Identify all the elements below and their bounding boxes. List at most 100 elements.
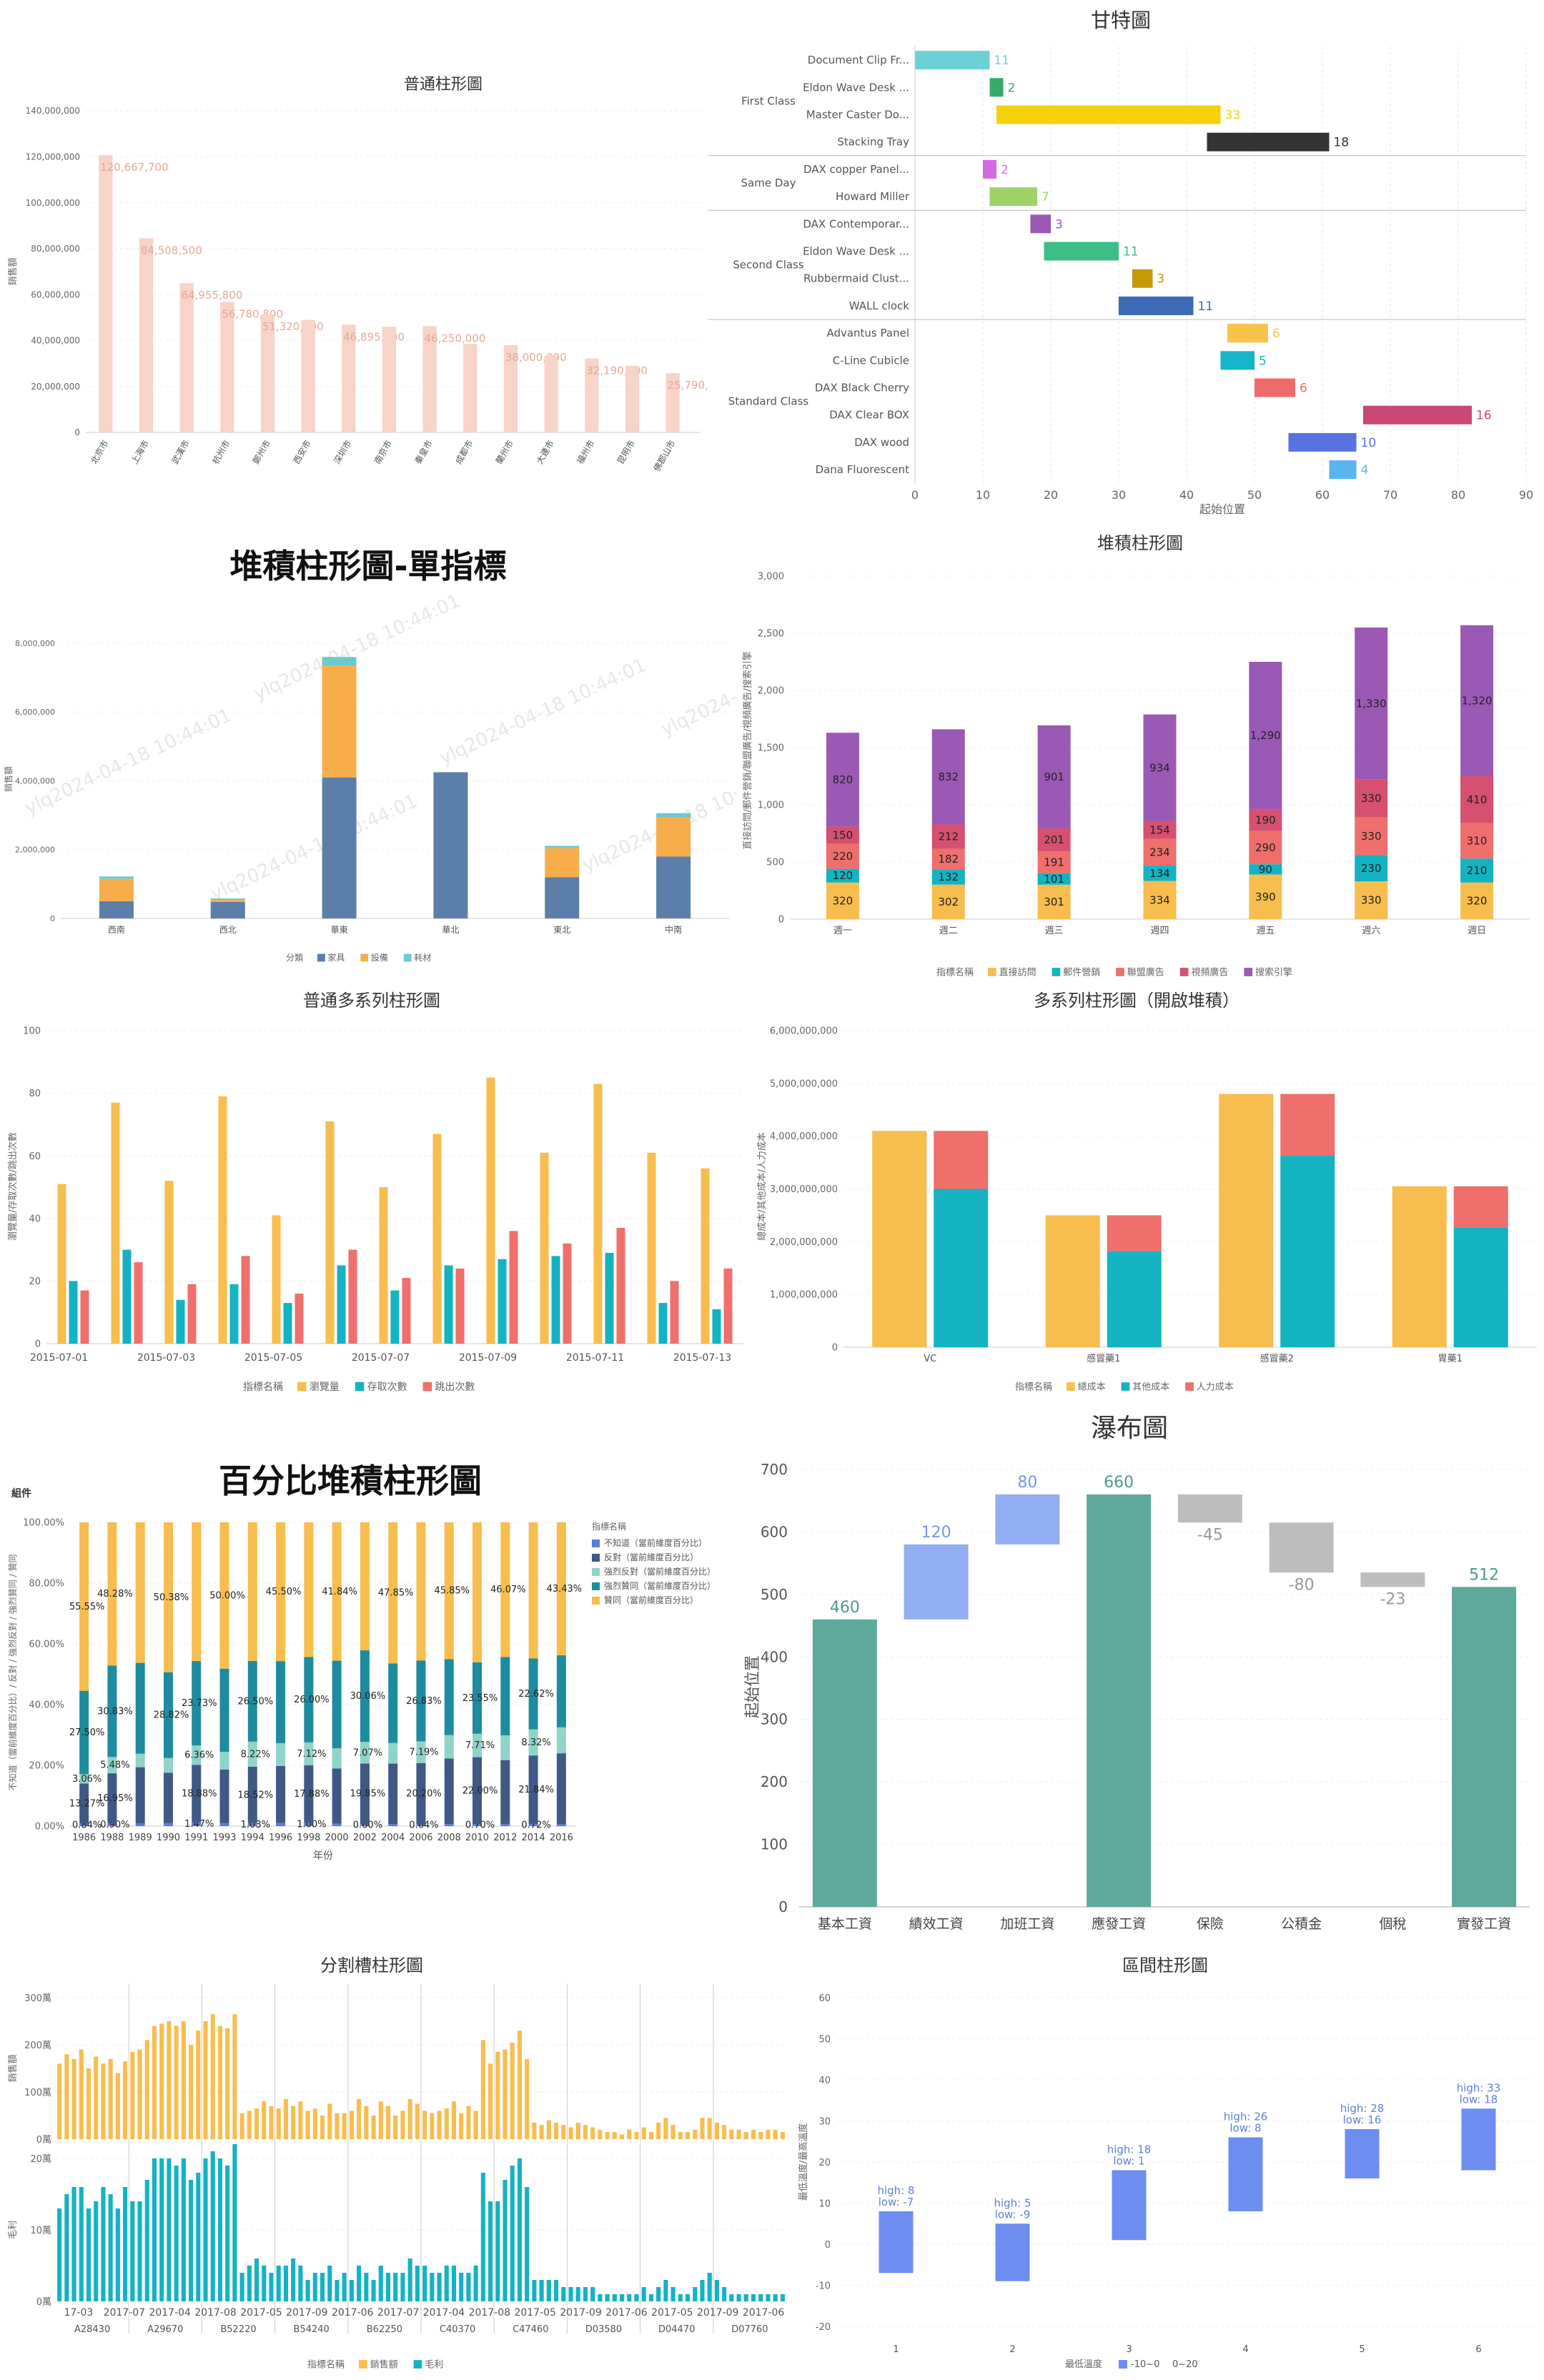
profit-bar [612, 2294, 617, 2301]
y-tick-label: 0 [778, 1898, 788, 1915]
x-tick-label: 昆明市 [615, 438, 637, 466]
y-tick-label: 6,000,000 [15, 708, 55, 717]
x-tick-label: 60 [1315, 488, 1330, 502]
x-tick-label: 西北 [219, 925, 237, 935]
bar-segment [500, 1735, 510, 1760]
profit-bar [276, 2266, 281, 2301]
profit-bar [108, 2194, 113, 2301]
profit-bar [700, 2280, 705, 2301]
profit-bar [269, 2273, 274, 2301]
profit-bar [130, 2201, 135, 2301]
bar-segment [1037, 884, 1071, 919]
task-label: Howard Miller [836, 190, 910, 203]
sales-bar [247, 2111, 252, 2139]
legend-swatch [592, 1597, 600, 1605]
chart-gantt: 甘特圖 0 10 20 30 40 50 60 70 80 90 起始位置 First Class Sam… [708, 0, 1544, 529]
chart-multi-series-stacked-svg: 多系列柱形圖（開啟堆積） 0 1,000,000,000 2,000,000,000 3… [756, 991, 1537, 1393]
bar-segment [107, 1665, 117, 1757]
sales-bar [210, 2014, 215, 2139]
data-label: 8.32% [521, 1737, 550, 1748]
chart-stacked-svg: 堆積柱形圖 0 500 1,000 1,500 2,000 2,500 3,000 直接訪問/郵… [742, 533, 1530, 978]
profit-bar [648, 2294, 653, 2301]
bar-segment [1355, 817, 1388, 856]
y-tick-label: 4,000,000,000 [770, 1131, 838, 1142]
chart-range-svg: 區間柱形圖 -20 -10 0 10 20 30 40 50 60 最低溫度/最高溫度 high: 8… [798, 1955, 1537, 2370]
sales-bar [115, 2073, 120, 2139]
task-label: Document Clip Fr... [808, 54, 909, 66]
header-label: 組件 [11, 1487, 31, 1499]
bar-segment [107, 1823, 117, 1826]
sales-bar [437, 2111, 442, 2139]
legend-label: 郵件營銷 [1063, 967, 1100, 978]
y-tick-label: 140,000,000 [26, 106, 80, 116]
profit-bar [181, 2158, 186, 2301]
bar-segment [433, 772, 468, 918]
legend-title: 指標名稱 [592, 1521, 626, 1532]
profit-bar [729, 2294, 734, 2301]
range-bar [995, 2223, 1030, 2281]
sales-bar [371, 2116, 376, 2139]
profit-bar [203, 2158, 208, 2301]
data-label: 2 [1001, 163, 1009, 177]
sales-bar [758, 2132, 763, 2139]
x-tick-label: 2010 [465, 1833, 489, 1843]
legend-swatch [355, 1382, 365, 1392]
x-tick-label: 30 [1112, 488, 1126, 502]
chart-title: 分割槽柱形圖 [320, 1955, 423, 1975]
bar-segment [210, 898, 245, 901]
group-label: A29670 [147, 2324, 183, 2335]
sales-bar [532, 2122, 537, 2139]
bar-segment [304, 1522, 314, 1657]
profit-bar [678, 2294, 683, 2301]
bar-segment [1453, 1186, 1508, 1228]
x-tick-label: 西南 [108, 924, 125, 935]
chart-title: 甘特圖 [1091, 9, 1151, 32]
bar [80, 1290, 89, 1344]
bar-segment [528, 1729, 538, 1756]
y-tick-label: 2,000,000,000 [770, 1237, 838, 1248]
x-tick-label: 週一 [833, 926, 852, 936]
sales-bar [693, 2129, 698, 2139]
bar-segment [322, 665, 357, 778]
chart-waterfall: 瀑布圖 0 100 200 300 400 500 600 700 起始位置 460 基本工資 120 績… [743, 1401, 1544, 1944]
chart-title: 多系列柱形圖（開啟堆積） [1034, 991, 1239, 1011]
bar-segment [444, 1735, 454, 1759]
bar-segment [934, 1189, 989, 1347]
x-tick-label: 2015-07-05 [244, 1352, 302, 1364]
bar-segment [1143, 838, 1177, 866]
legend-label: 銷售額 [370, 2359, 398, 2371]
sales-bar [327, 2103, 332, 2139]
x-tick-label: 公積金 [1281, 1916, 1322, 1932]
sales-bar [583, 2125, 588, 2139]
profit-bar [758, 2294, 763, 2301]
x-tick-label: 3 [1126, 2344, 1132, 2355]
sales-bar [312, 2108, 317, 2139]
bar [486, 1077, 495, 1344]
bar-segment [1280, 1094, 1335, 1156]
bar-segment [826, 733, 859, 827]
x-tick-label: 週四 [1150, 926, 1169, 936]
bar-segment [219, 1769, 229, 1823]
bar-segment [826, 843, 859, 869]
bar-segment [1143, 866, 1177, 881]
bar-segment [500, 1657, 510, 1735]
legend-swatch [988, 968, 996, 976]
bar-segment [99, 876, 134, 879]
x-tick-label: 2017-05 [651, 2307, 693, 2319]
bar [179, 283, 194, 432]
profit-bar [342, 2273, 347, 2301]
x-tick-label: 秦皇市 [412, 438, 435, 466]
profit-bar [605, 2294, 610, 2301]
bar [57, 1184, 66, 1344]
sales-bar [108, 2058, 113, 2139]
data-label: 16 [1476, 409, 1492, 423]
profit-bar [291, 2258, 296, 2301]
profit-bar [539, 2280, 544, 2301]
sales-bar [568, 2127, 573, 2139]
group-label: B62250 [367, 2324, 402, 2335]
legend-swatch [403, 953, 412, 962]
sales-bar [335, 2113, 340, 2139]
chart-title: 百分比堆積柱形圖 [219, 1462, 482, 1500]
bar-segment [556, 1522, 566, 1655]
profit-bar [634, 2294, 639, 2301]
